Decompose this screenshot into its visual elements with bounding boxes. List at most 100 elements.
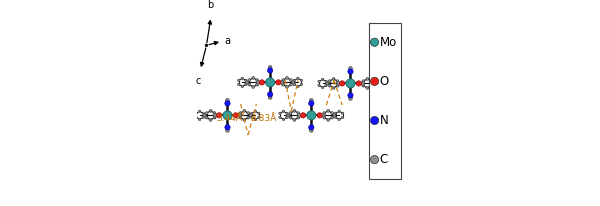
Circle shape <box>259 80 265 85</box>
Circle shape <box>248 83 251 86</box>
Circle shape <box>245 81 248 84</box>
Circle shape <box>292 81 295 84</box>
Circle shape <box>349 67 352 70</box>
Circle shape <box>289 116 292 119</box>
Circle shape <box>323 116 326 119</box>
Circle shape <box>226 129 229 132</box>
Circle shape <box>325 80 328 83</box>
Circle shape <box>338 110 340 112</box>
Circle shape <box>377 78 380 81</box>
Circle shape <box>238 79 240 82</box>
Circle shape <box>268 92 273 97</box>
Circle shape <box>332 77 335 80</box>
Circle shape <box>337 82 340 85</box>
Circle shape <box>327 109 329 112</box>
Circle shape <box>331 116 334 119</box>
Circle shape <box>361 82 364 85</box>
Circle shape <box>205 112 208 115</box>
Circle shape <box>199 110 201 112</box>
Circle shape <box>346 79 355 88</box>
Circle shape <box>328 80 331 83</box>
Circle shape <box>256 81 260 84</box>
Circle shape <box>336 84 339 87</box>
Circle shape <box>268 68 273 73</box>
Circle shape <box>370 116 379 125</box>
Circle shape <box>226 98 229 102</box>
Circle shape <box>290 83 292 86</box>
Circle shape <box>214 114 217 117</box>
Circle shape <box>268 66 272 69</box>
Circle shape <box>297 112 300 115</box>
Circle shape <box>225 125 230 130</box>
Circle shape <box>245 79 247 82</box>
Circle shape <box>374 84 376 87</box>
Circle shape <box>257 116 260 119</box>
Circle shape <box>366 77 369 80</box>
Text: N: N <box>380 114 388 127</box>
Circle shape <box>195 112 197 115</box>
Circle shape <box>334 116 337 119</box>
Circle shape <box>233 113 238 118</box>
Circle shape <box>356 81 361 86</box>
Circle shape <box>203 114 206 117</box>
Circle shape <box>286 76 289 79</box>
Text: a: a <box>224 36 230 46</box>
Text: 3.83Å: 3.83Å <box>251 114 277 123</box>
Circle shape <box>257 112 260 115</box>
Circle shape <box>301 113 306 118</box>
Circle shape <box>349 97 352 100</box>
Circle shape <box>254 110 257 112</box>
Circle shape <box>225 101 230 106</box>
Circle shape <box>327 118 329 121</box>
Circle shape <box>223 111 232 120</box>
Circle shape <box>297 85 299 88</box>
Circle shape <box>205 116 208 119</box>
Circle shape <box>280 81 284 84</box>
Circle shape <box>370 156 379 164</box>
Circle shape <box>362 80 365 83</box>
Circle shape <box>308 101 314 106</box>
Text: Mo: Mo <box>380 36 397 49</box>
Circle shape <box>256 83 259 86</box>
Text: c: c <box>196 76 202 86</box>
Circle shape <box>326 82 329 85</box>
Circle shape <box>279 116 281 119</box>
Text: O: O <box>380 75 389 88</box>
Circle shape <box>348 93 353 98</box>
Circle shape <box>300 83 303 86</box>
Circle shape <box>370 84 373 87</box>
Circle shape <box>370 80 373 83</box>
Circle shape <box>300 79 303 82</box>
Circle shape <box>213 112 216 115</box>
Circle shape <box>293 79 296 82</box>
Circle shape <box>372 82 375 85</box>
Text: C: C <box>380 153 388 166</box>
Circle shape <box>362 84 365 87</box>
Circle shape <box>289 112 292 115</box>
Circle shape <box>213 116 216 119</box>
Circle shape <box>325 84 328 87</box>
Circle shape <box>293 83 296 86</box>
Circle shape <box>318 80 320 83</box>
Circle shape <box>256 79 259 82</box>
Circle shape <box>241 85 244 88</box>
Circle shape <box>248 79 251 82</box>
Circle shape <box>348 69 353 74</box>
Circle shape <box>195 116 197 119</box>
Circle shape <box>286 112 288 115</box>
Circle shape <box>247 112 250 115</box>
Circle shape <box>281 83 284 86</box>
Circle shape <box>341 116 344 119</box>
Circle shape <box>377 86 380 89</box>
Circle shape <box>275 80 281 85</box>
Circle shape <box>293 109 296 112</box>
Circle shape <box>328 84 331 87</box>
Circle shape <box>268 96 272 99</box>
Circle shape <box>243 118 246 121</box>
Circle shape <box>243 109 246 112</box>
Circle shape <box>297 77 299 80</box>
Circle shape <box>336 80 339 83</box>
Circle shape <box>308 125 314 130</box>
Circle shape <box>310 129 313 132</box>
Circle shape <box>241 77 244 80</box>
